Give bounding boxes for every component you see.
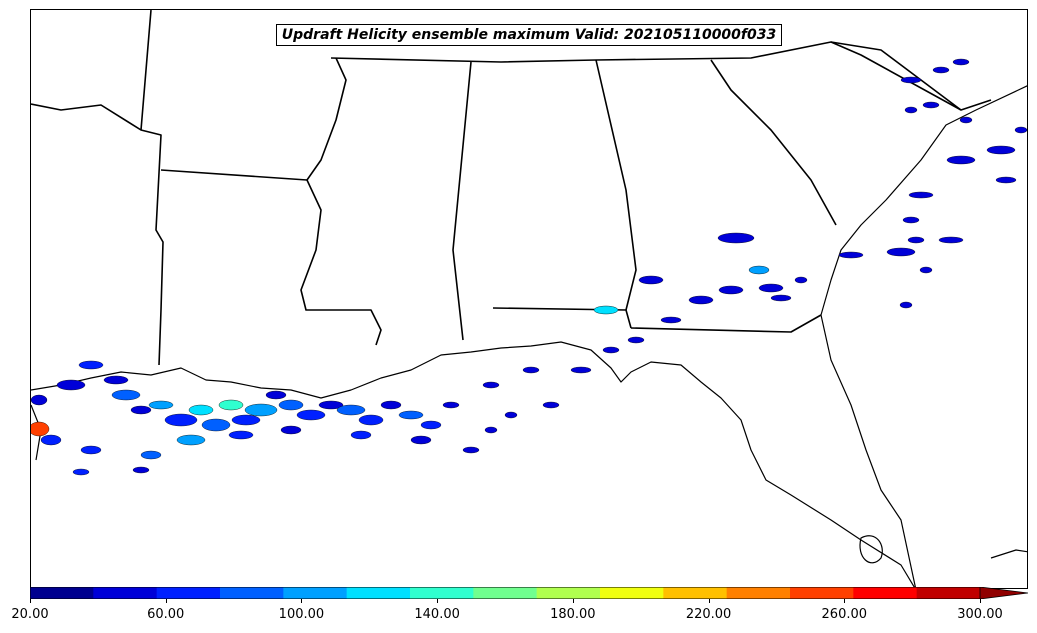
boundary-al-ga bbox=[595, 59, 637, 311]
colorbar-tick-mark bbox=[437, 599, 439, 603]
colorbar-segment bbox=[663, 587, 728, 599]
colorbar-segment bbox=[156, 587, 221, 599]
lake-okeechobee bbox=[859, 535, 883, 564]
colorbar-segment bbox=[726, 587, 791, 599]
colorbar-segment bbox=[220, 587, 284, 599]
colorbar-segment bbox=[346, 587, 411, 599]
colorbar-segment bbox=[93, 587, 158, 599]
colorbar-tick-label: 60.00 bbox=[147, 607, 185, 622]
map-canvas bbox=[31, 10, 1027, 588]
colorbar bbox=[30, 587, 1028, 599]
helicity-swaths bbox=[31, 58, 1027, 476]
map-panel: Updraft Helicity ensemble maximum Valid:… bbox=[30, 9, 1028, 589]
coast-gulf-la bbox=[31, 341, 916, 588]
colorbar-tick-label: 100.00 bbox=[278, 607, 325, 622]
colorbar-tick-label: 260.00 bbox=[821, 607, 868, 622]
colorbar-tick-mark bbox=[572, 599, 574, 603]
boundary-ok-tx-edge bbox=[31, 103, 164, 366]
boundary-ga-sc bbox=[710, 59, 837, 226]
colorbar-tick-label: 300.00 bbox=[957, 607, 1003, 622]
boundary-al-fl bbox=[492, 307, 632, 329]
boundary-ga-fl bbox=[630, 314, 822, 333]
colorbar-segment bbox=[853, 587, 918, 599]
coast-keys bbox=[990, 549, 1027, 559]
boundary-ms-al bbox=[452, 61, 472, 341]
coast-atlantic bbox=[820, 85, 1027, 588]
colorbar-segment bbox=[600, 587, 664, 599]
colorbar-tick-mark bbox=[30, 599, 31, 603]
colorbar-tick-mark bbox=[708, 599, 710, 603]
state-boundaries bbox=[31, 10, 992, 366]
colorbar-segment bbox=[790, 587, 854, 599]
boundary-la-ms-river bbox=[300, 179, 382, 346]
colorbar-tick-mark bbox=[844, 599, 846, 603]
colorbar-segment bbox=[410, 587, 474, 599]
colorbar-tick-label: 20.00 bbox=[11, 607, 49, 622]
colorbar-extend-arrow bbox=[979, 587, 1028, 599]
colorbar-segment bbox=[916, 587, 981, 599]
coastline bbox=[31, 85, 1027, 588]
colorbar-segment bbox=[283, 587, 348, 599]
colorbar-tick-label: 220.00 bbox=[685, 607, 732, 622]
boundary-ark-la bbox=[160, 169, 308, 181]
colorbar-tick-mark bbox=[980, 599, 981, 603]
colorbar-tick-label: 140.00 bbox=[414, 607, 460, 622]
colorbar-segment bbox=[473, 587, 538, 599]
boundary-tn-north bbox=[330, 41, 962, 111]
swath-band-main bbox=[31, 360, 480, 476]
boundary-ar-north bbox=[140, 10, 152, 131]
colorbar-tick-mark bbox=[165, 599, 167, 603]
colorbar-tick-mark bbox=[301, 599, 303, 603]
boundary-ms-west bbox=[306, 57, 347, 181]
colorbar-segment bbox=[536, 587, 601, 599]
colorbar-segment bbox=[30, 587, 94, 599]
swath-band-east bbox=[482, 58, 1027, 434]
colorbar-tick-label: 180.00 bbox=[550, 607, 596, 622]
